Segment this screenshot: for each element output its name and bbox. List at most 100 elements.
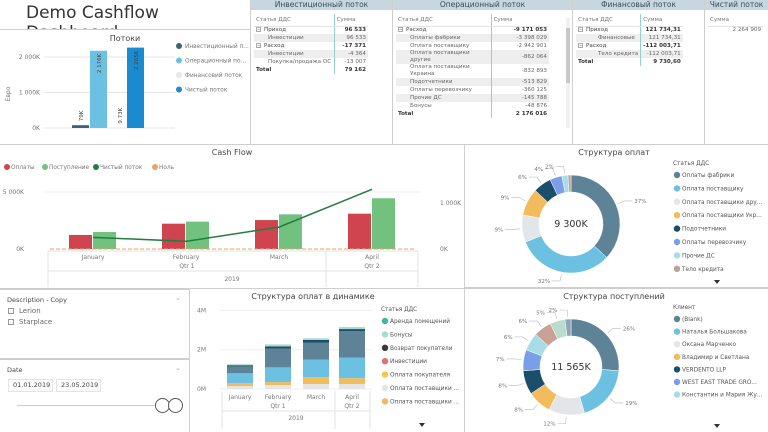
bar[interactable] bbox=[186, 221, 209, 249]
stacked-bar-segment[interactable] bbox=[227, 366, 253, 374]
legend-scroll-down-icon[interactable] bbox=[419, 423, 425, 427]
legend-item[interactable]: Оплата поставщики ... bbox=[390, 386, 459, 392]
column-header-sum[interactable]: Сумма bbox=[708, 14, 763, 27]
stacked-bar-segment[interactable] bbox=[227, 373, 253, 384]
legend-item[interactable]: Константин и Мария Жу... bbox=[682, 393, 762, 399]
legend-item[interactable]: Оплата поставщику bbox=[682, 186, 744, 192]
legend-item[interactable]: Чистый поток bbox=[100, 164, 143, 171]
stacked-bar-segment[interactable] bbox=[265, 382, 291, 386]
legend-item[interactable]: Поступление bbox=[49, 165, 90, 171]
date-range-track[interactable] bbox=[17, 405, 167, 406]
stacked-bar-segment[interactable] bbox=[227, 383, 253, 387]
column-header-item[interactable]: Статья ДДС bbox=[254, 14, 334, 27]
legend-item[interactable]: Тело кредита bbox=[681, 267, 724, 273]
date-end-handle[interactable] bbox=[168, 398, 183, 413]
stacked-bar-segment[interactable] bbox=[265, 348, 291, 368]
bar[interactable] bbox=[127, 47, 144, 128]
net-flow-line[interactable] bbox=[92, 188, 373, 243]
legend-item[interactable]: WEST EAST TRADE GRO... bbox=[682, 380, 757, 386]
legend-item[interactable]: Ноль bbox=[159, 165, 175, 171]
legend-scroll-down-icon[interactable] bbox=[714, 280, 720, 284]
legend-scroll-down-icon[interactable] bbox=[714, 424, 720, 428]
stacked-bar-segment[interactable] bbox=[303, 377, 329, 385]
legend-item[interactable]: Инвестиционный п... bbox=[185, 43, 249, 50]
stacked-bar-segment[interactable] bbox=[265, 344, 291, 347]
row-label-cell: − Расход bbox=[396, 26, 491, 34]
legend-item[interactable]: Оплата поставщики ... bbox=[390, 399, 459, 405]
legend-item[interactable]: Оплата покупателя bbox=[390, 373, 450, 379]
header-row: Статья ДДС Сумма bbox=[576, 14, 683, 27]
bar[interactable] bbox=[72, 125, 89, 128]
checkbox-starplace[interactable]: Starplace bbox=[8, 318, 52, 326]
stacked-bar-segment[interactable] bbox=[339, 329, 365, 332]
donut-slice[interactable] bbox=[567, 174, 572, 193]
bar[interactable] bbox=[69, 234, 92, 249]
bar[interactable] bbox=[348, 213, 371, 249]
legend-item[interactable]: Подотчетники bbox=[682, 227, 726, 233]
legend-item[interactable]: Чистый поток bbox=[185, 87, 228, 94]
stacked-bar-segment[interactable] bbox=[227, 365, 253, 367]
stacked-bar-segment[interactable] bbox=[339, 357, 365, 379]
scrollbar-thumb[interactable] bbox=[566, 28, 570, 83]
legend-item[interactable]: Оксана Марченко bbox=[682, 342, 737, 348]
column-header-sum[interactable]: Сумма bbox=[490, 14, 549, 27]
bar[interactable] bbox=[90, 50, 107, 128]
legend-item[interactable]: Прочие ДС bbox=[682, 253, 715, 259]
legend-item[interactable]: VERDENTO LLP bbox=[682, 367, 727, 373]
stacked-bar-segment[interactable] bbox=[227, 386, 253, 389]
legend-item[interactable]: Инвестиции bbox=[390, 359, 427, 365]
column-header-sum[interactable]: Сумма bbox=[333, 14, 368, 27]
stacked-bar-segment[interactable] bbox=[303, 384, 329, 389]
bar[interactable] bbox=[162, 223, 185, 249]
legend-item[interactable]: Оплаты перевозчику bbox=[682, 240, 747, 246]
bar[interactable] bbox=[372, 198, 395, 249]
collapse-icon[interactable]: − bbox=[578, 43, 583, 48]
stacked-bar-segment[interactable] bbox=[265, 367, 291, 383]
invest-flow-table: Инвестиционный поток Статья ДДС Сумма − Прих… bbox=[251, 0, 392, 144]
quarter-label: Qtr 2 bbox=[364, 263, 379, 270]
bar[interactable] bbox=[279, 214, 302, 249]
column-header-sum[interactable]: Сумма bbox=[640, 14, 683, 27]
column-header-item[interactable]: Статья ДДС bbox=[396, 14, 491, 27]
column-header-item[interactable]: Статья ДДС bbox=[576, 14, 641, 27]
collapse-icon[interactable]: − bbox=[398, 27, 403, 33]
legend-item[interactable]: (Blank) bbox=[682, 317, 703, 323]
legend-item[interactable]: Аренда помещений bbox=[390, 318, 450, 325]
legend-item[interactable]: Бонусы bbox=[390, 332, 413, 338]
date-from-input[interactable]: 01.01.2019 bbox=[8, 379, 53, 392]
legend-item[interactable]: Финансовий поток bbox=[185, 72, 243, 79]
stacked-bar-segment[interactable] bbox=[303, 339, 329, 343]
stacked-bar-segment[interactable] bbox=[303, 342, 329, 360]
date-to-input[interactable]: 23.05.2019 bbox=[56, 379, 101, 392]
legend-item[interactable]: Оплата поставщики Укр... bbox=[682, 213, 762, 219]
legend-item[interactable]: Оплаты bbox=[11, 165, 35, 171]
chevron-down-icon[interactable]: ⌄ bbox=[175, 364, 181, 372]
collapse-icon[interactable]: − bbox=[256, 27, 261, 33]
stacked-bar-segment[interactable] bbox=[339, 331, 365, 358]
stacked-bar-segment[interactable] bbox=[227, 364, 253, 366]
stacked-bar-segment[interactable] bbox=[265, 385, 291, 389]
bar[interactable] bbox=[255, 220, 278, 249]
stacked-bar-segment[interactable] bbox=[339, 327, 365, 330]
legend-item[interactable]: Возврат покупатели bbox=[390, 346, 453, 352]
collapse-icon[interactable]: − bbox=[578, 27, 583, 33]
donut-slice[interactable] bbox=[525, 235, 608, 274]
stacked-bar-segment[interactable] bbox=[339, 384, 365, 389]
bar[interactable] bbox=[93, 232, 116, 249]
stacked-bar-segment[interactable] bbox=[265, 346, 291, 349]
chevron-down-icon[interactable]: ⌄ bbox=[175, 294, 181, 302]
legend-item[interactable]: Операционный по... bbox=[185, 58, 246, 65]
donut-slice[interactable] bbox=[570, 174, 621, 258]
donut-slice[interactable] bbox=[579, 369, 620, 414]
legend-item[interactable]: Наталья Большакова bbox=[682, 330, 747, 336]
legend-item[interactable]: Владимир и Светлана bbox=[682, 355, 750, 361]
legend-item[interactable]: Оплаты фабрики bbox=[682, 173, 734, 179]
collapse-icon[interactable]: − bbox=[256, 43, 261, 48]
checkbox-lerion[interactable]: Lerion bbox=[8, 307, 41, 315]
stacked-bar-segment[interactable] bbox=[303, 338, 329, 340]
stacked-bar-segment[interactable] bbox=[303, 359, 329, 378]
bar[interactable] bbox=[111, 127, 128, 129]
donut-slice[interactable] bbox=[564, 318, 572, 337]
legend-item[interactable]: Оплата поставщики дру... bbox=[682, 200, 762, 206]
stacked-bar-segment[interactable] bbox=[339, 378, 365, 385]
